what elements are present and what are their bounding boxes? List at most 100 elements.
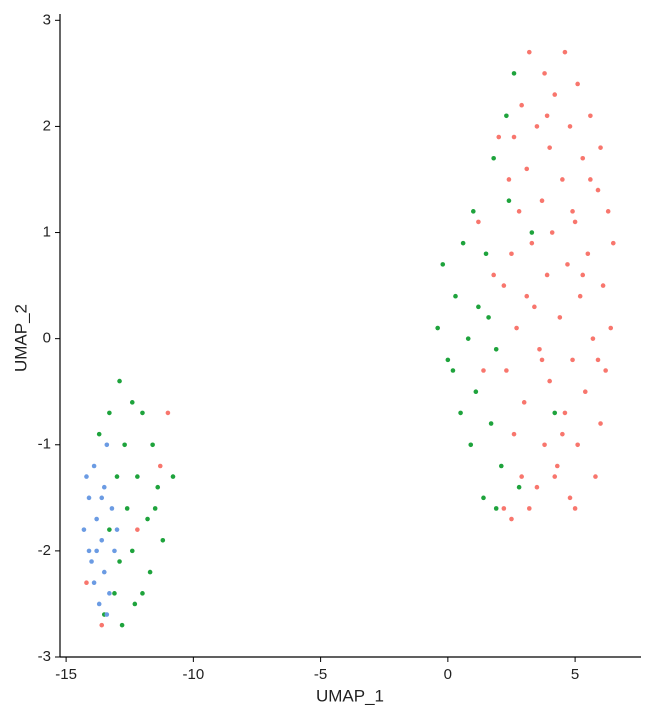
point bbox=[534, 124, 540, 129]
point bbox=[552, 474, 558, 479]
point bbox=[453, 293, 458, 299]
point bbox=[160, 537, 166, 543]
point bbox=[509, 516, 514, 522]
point bbox=[488, 421, 494, 426]
point bbox=[140, 410, 145, 416]
point bbox=[595, 357, 601, 363]
point bbox=[155, 484, 161, 490]
point bbox=[567, 124, 573, 129]
point bbox=[114, 474, 120, 479]
point bbox=[560, 177, 565, 182]
y-tick-label: 2 bbox=[43, 117, 51, 134]
y-tick-label: 0 bbox=[43, 330, 51, 347]
point bbox=[491, 272, 496, 278]
point bbox=[107, 591, 112, 596]
point bbox=[129, 400, 135, 405]
point bbox=[440, 262, 446, 267]
point bbox=[99, 537, 105, 543]
x-tick-label: -10 bbox=[183, 666, 205, 683]
point bbox=[552, 92, 558, 97]
point bbox=[600, 283, 606, 288]
point bbox=[598, 421, 603, 426]
point bbox=[476, 219, 481, 225]
point bbox=[506, 198, 512, 204]
point bbox=[570, 357, 575, 363]
point bbox=[575, 442, 580, 448]
point bbox=[557, 315, 563, 320]
point bbox=[89, 559, 94, 564]
point bbox=[539, 357, 545, 363]
point bbox=[104, 442, 110, 448]
point bbox=[547, 145, 552, 150]
point bbox=[575, 81, 580, 87]
point bbox=[542, 442, 547, 448]
point bbox=[493, 346, 499, 352]
point bbox=[96, 431, 102, 437]
point bbox=[486, 315, 491, 320]
point bbox=[107, 527, 112, 532]
point bbox=[84, 474, 89, 479]
point bbox=[476, 304, 481, 310]
point bbox=[496, 134, 502, 140]
x-axis-title: UMAP_1 bbox=[316, 686, 384, 705]
point bbox=[529, 230, 535, 235]
point bbox=[117, 378, 122, 384]
point bbox=[580, 155, 586, 161]
point bbox=[516, 209, 522, 214]
point bbox=[458, 410, 463, 416]
point bbox=[471, 209, 476, 214]
point bbox=[565, 262, 570, 267]
point bbox=[501, 283, 507, 288]
point bbox=[473, 389, 479, 395]
point bbox=[119, 622, 125, 628]
point bbox=[588, 177, 593, 182]
point bbox=[135, 527, 140, 532]
point bbox=[560, 431, 565, 437]
point bbox=[140, 591, 145, 596]
point bbox=[491, 155, 496, 161]
point bbox=[593, 474, 598, 479]
point bbox=[481, 368, 486, 373]
point bbox=[498, 463, 504, 469]
point bbox=[460, 240, 466, 246]
point bbox=[511, 134, 517, 140]
point bbox=[104, 612, 110, 617]
point bbox=[84, 580, 89, 586]
y-tick-label: -2 bbox=[38, 542, 51, 559]
point bbox=[519, 474, 524, 479]
point bbox=[608, 325, 614, 331]
point bbox=[598, 145, 603, 150]
point bbox=[537, 346, 542, 352]
point bbox=[521, 400, 527, 405]
point bbox=[506, 177, 512, 182]
point bbox=[605, 209, 611, 214]
point bbox=[101, 484, 107, 490]
point bbox=[526, 49, 532, 55]
point bbox=[165, 410, 171, 416]
point bbox=[465, 336, 471, 341]
point bbox=[511, 71, 517, 76]
point bbox=[572, 219, 578, 225]
y-tick-label: 1 bbox=[43, 224, 51, 241]
point bbox=[112, 548, 117, 554]
point bbox=[170, 474, 176, 479]
point bbox=[450, 368, 456, 373]
point bbox=[99, 622, 105, 628]
x-tick-label: 0 bbox=[444, 666, 452, 683]
point bbox=[152, 506, 158, 511]
point bbox=[582, 389, 588, 395]
point bbox=[577, 293, 583, 299]
point bbox=[86, 495, 92, 501]
point bbox=[511, 431, 517, 437]
point bbox=[493, 506, 499, 511]
y-tick-label: -3 bbox=[38, 648, 51, 665]
point bbox=[81, 527, 87, 532]
point bbox=[532, 304, 537, 310]
point bbox=[94, 516, 99, 522]
point bbox=[135, 474, 140, 479]
point bbox=[539, 198, 545, 204]
y-axis-title: UMAP_2 bbox=[11, 304, 30, 372]
point bbox=[534, 484, 540, 490]
point bbox=[112, 591, 117, 596]
